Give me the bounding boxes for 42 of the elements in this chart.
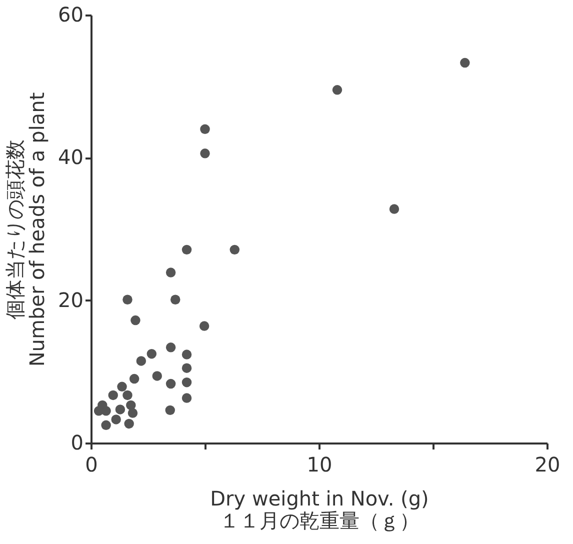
point <box>165 405 175 416</box>
point <box>200 148 210 158</box>
point <box>170 294 180 304</box>
point <box>108 390 118 400</box>
point <box>122 390 132 400</box>
y-axis-title: 個体当たりの頭花数 Number of heads of a plant <box>3 92 50 367</box>
point <box>122 294 132 304</box>
point <box>129 374 140 384</box>
point <box>182 244 192 255</box>
point <box>230 244 240 255</box>
point <box>182 350 192 360</box>
point <box>136 356 146 366</box>
x-tick-label: 0 <box>85 452 98 476</box>
point <box>126 400 136 410</box>
point <box>199 321 210 331</box>
point <box>94 406 104 416</box>
y-tick-label: 60 <box>58 2 84 26</box>
point <box>152 371 162 381</box>
point <box>124 418 134 429</box>
x-axis-title: Dry weight in Nov. (g) １１月の乾重量（ｇ） <box>210 486 429 532</box>
point <box>117 382 127 392</box>
point <box>166 342 176 352</box>
y-tick-label: 40 <box>58 145 84 170</box>
point <box>146 348 157 359</box>
point <box>460 58 470 68</box>
point <box>128 408 138 418</box>
y-tick-label: 20 <box>58 288 84 312</box>
point <box>182 378 192 388</box>
point <box>101 420 111 430</box>
point <box>166 378 176 389</box>
point <box>115 404 126 414</box>
point <box>200 124 210 134</box>
x-tick-label: 20 <box>534 452 560 476</box>
point <box>130 315 140 326</box>
point <box>111 414 121 424</box>
x-tick-label: 10 <box>306 452 332 476</box>
point <box>182 393 192 403</box>
y-tick-label: 0 <box>70 430 84 454</box>
point <box>389 204 400 214</box>
point <box>166 268 176 278</box>
point <box>332 85 342 95</box>
point <box>182 363 192 373</box>
